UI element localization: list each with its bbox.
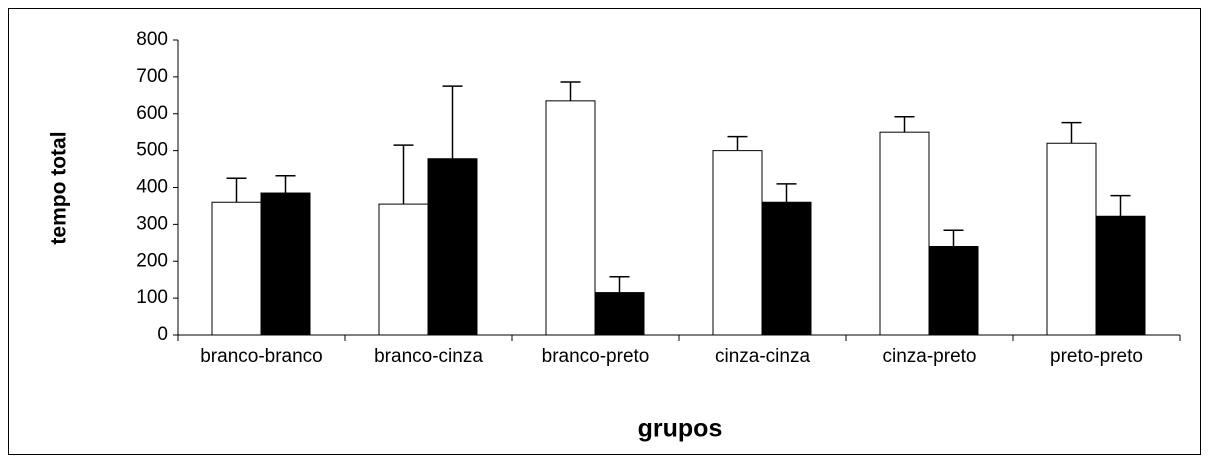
bar — [260, 192, 311, 336]
y-tick-label: 600 — [136, 103, 168, 124]
bar — [427, 158, 478, 336]
x-tick-label: branco-preto — [541, 346, 650, 367]
bar — [1046, 142, 1097, 336]
y-tick-label: 400 — [136, 177, 168, 198]
x-tick-label: preto-preto — [1050, 346, 1143, 367]
bar — [545, 100, 596, 336]
y-tick-label: 300 — [136, 213, 168, 234]
x-tick-label: branco-branco — [200, 346, 323, 367]
bar — [928, 246, 979, 336]
x-tick-label: branco-cinza — [374, 346, 483, 367]
y-tick-label: 0 — [157, 324, 168, 345]
x-axis-title: grupos — [638, 415, 723, 443]
bar — [378, 203, 429, 336]
x-tick-label: cinza-cinza — [714, 346, 811, 367]
x-tick-label: cinza-preto — [882, 346, 977, 367]
bar — [1095, 215, 1146, 336]
y-tick-label: 700 — [136, 66, 168, 87]
chart-border — [8, 8, 1201, 455]
bar — [211, 201, 262, 336]
bar — [761, 201, 812, 336]
y-tick-label: 800 — [136, 29, 168, 50]
y-axis-title: tempo total — [48, 131, 71, 244]
y-tick-label: 200 — [136, 250, 168, 271]
y-tick-label: 500 — [136, 140, 168, 161]
bar — [879, 131, 930, 336]
y-tick-label: 100 — [136, 287, 168, 308]
bar — [594, 292, 645, 336]
bar — [712, 150, 763, 336]
